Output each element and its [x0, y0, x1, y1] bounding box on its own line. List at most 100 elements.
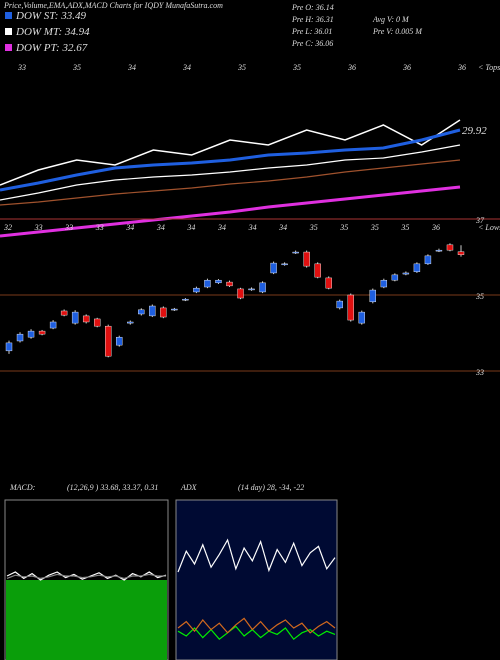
low-label: 33	[34, 223, 43, 232]
y-tick-label: 37	[475, 216, 485, 225]
candle-body	[138, 309, 145, 315]
candle-body	[446, 244, 454, 251]
low-label: 34	[156, 223, 165, 232]
candle-body	[358, 311, 365, 324]
low-label: 35	[309, 223, 318, 232]
candle-body	[171, 308, 178, 311]
top-label: 35	[72, 63, 81, 72]
candle-body	[16, 333, 24, 342]
legend-label: DOW ST: 33.49	[15, 10, 86, 22]
low-marker: < Lows	[478, 223, 500, 232]
panel-subtitle: (12,26,9 ) 33.68, 33.37, 0.31	[67, 483, 158, 492]
line	[0, 159, 461, 206]
candle-body	[182, 298, 189, 301]
candle-body	[435, 249, 443, 252]
top-label: 34	[182, 63, 191, 72]
candle-body	[27, 330, 35, 338]
candle-body	[93, 318, 101, 327]
legend-label: DOW PT: 32.67	[15, 42, 88, 54]
candle-body	[5, 342, 13, 352]
candle-body	[193, 287, 200, 293]
top-label: 36	[457, 63, 466, 72]
panel-subtitle: (14 day) 28, -34, -22	[238, 483, 304, 492]
line	[0, 128, 461, 192]
legend-swatch	[5, 44, 12, 51]
line	[6, 573, 166, 580]
low-label: 35	[370, 223, 379, 232]
top-label: 36	[402, 63, 411, 72]
candle-body	[325, 277, 332, 289]
top-label: 35	[292, 63, 301, 72]
top-label: 33	[17, 63, 26, 72]
candle-body	[413, 263, 421, 273]
low-label: 32	[3, 223, 12, 232]
low-label: 35	[339, 223, 348, 232]
candle-body	[380, 279, 388, 288]
low-label: 33	[95, 223, 104, 232]
low-label: 36	[431, 223, 440, 232]
low-label: 34	[217, 223, 226, 232]
panel-title: ADX	[180, 483, 198, 492]
candle-body	[127, 321, 134, 324]
top-label: 34	[127, 63, 136, 72]
candle-body	[226, 281, 233, 287]
info-text: Pre O: 36.14	[291, 3, 334, 12]
info-text: Pre V: 0.005 M	[372, 27, 423, 36]
line	[177, 617, 336, 634]
macd-area	[6, 580, 167, 660]
top-marker: < Tops	[478, 63, 500, 72]
candle-body	[71, 311, 79, 324]
panel-title: MACD:	[9, 483, 36, 492]
line	[0, 144, 461, 201]
candle-body	[369, 289, 377, 303]
candle-body	[281, 263, 288, 266]
candle-body	[38, 330, 46, 335]
top-label: 36	[347, 63, 356, 72]
candle-body	[270, 262, 277, 274]
info-text: Pre H: 36.31	[291, 15, 334, 24]
line	[0, 185, 461, 238]
low-label: 34	[248, 223, 257, 232]
candle-body	[160, 307, 167, 318]
line	[0, 119, 461, 186]
info-text: Avg V: 0 M	[372, 15, 410, 24]
legend-swatch	[5, 12, 12, 19]
candle-body	[259, 282, 266, 293]
candle-body	[116, 336, 123, 346]
last-label: 29.92	[462, 125, 487, 137]
candle-body	[49, 321, 57, 329]
candle-body	[303, 251, 310, 267]
candle-body	[424, 255, 432, 265]
candle-body	[204, 279, 211, 288]
page-title: Price,Volume,EMA,ADX,MACD Charts for IQD…	[3, 1, 223, 10]
line	[177, 538, 336, 573]
y-tick-label: 33	[475, 368, 484, 377]
low-label: 34	[186, 223, 195, 232]
candle-body	[60, 310, 68, 316]
low-label: 33	[64, 223, 73, 232]
candle-body	[215, 279, 222, 284]
info-text: Pre L: 36.01	[291, 27, 332, 36]
candle-body	[82, 315, 90, 323]
candle-body	[347, 294, 354, 321]
candle-body	[402, 272, 410, 275]
low-label: 34	[125, 223, 134, 232]
info-text: Pre C: 36.06	[291, 39, 333, 48]
legend-label: DOW MT: 34.94	[15, 26, 90, 38]
y-tick-label: 35	[475, 292, 484, 301]
top-label: 35	[237, 63, 246, 72]
legend-swatch	[5, 28, 12, 35]
candle-body	[457, 251, 465, 255]
low-label: 34	[278, 223, 287, 232]
line	[177, 625, 336, 641]
panel	[175, 499, 338, 660]
candle-body	[248, 288, 255, 291]
candle-body	[336, 300, 343, 309]
candle-body	[314, 263, 321, 278]
candle-body	[237, 288, 244, 299]
low-label: 35	[400, 223, 409, 232]
candle-body	[149, 305, 156, 317]
candle-body	[391, 274, 399, 281]
